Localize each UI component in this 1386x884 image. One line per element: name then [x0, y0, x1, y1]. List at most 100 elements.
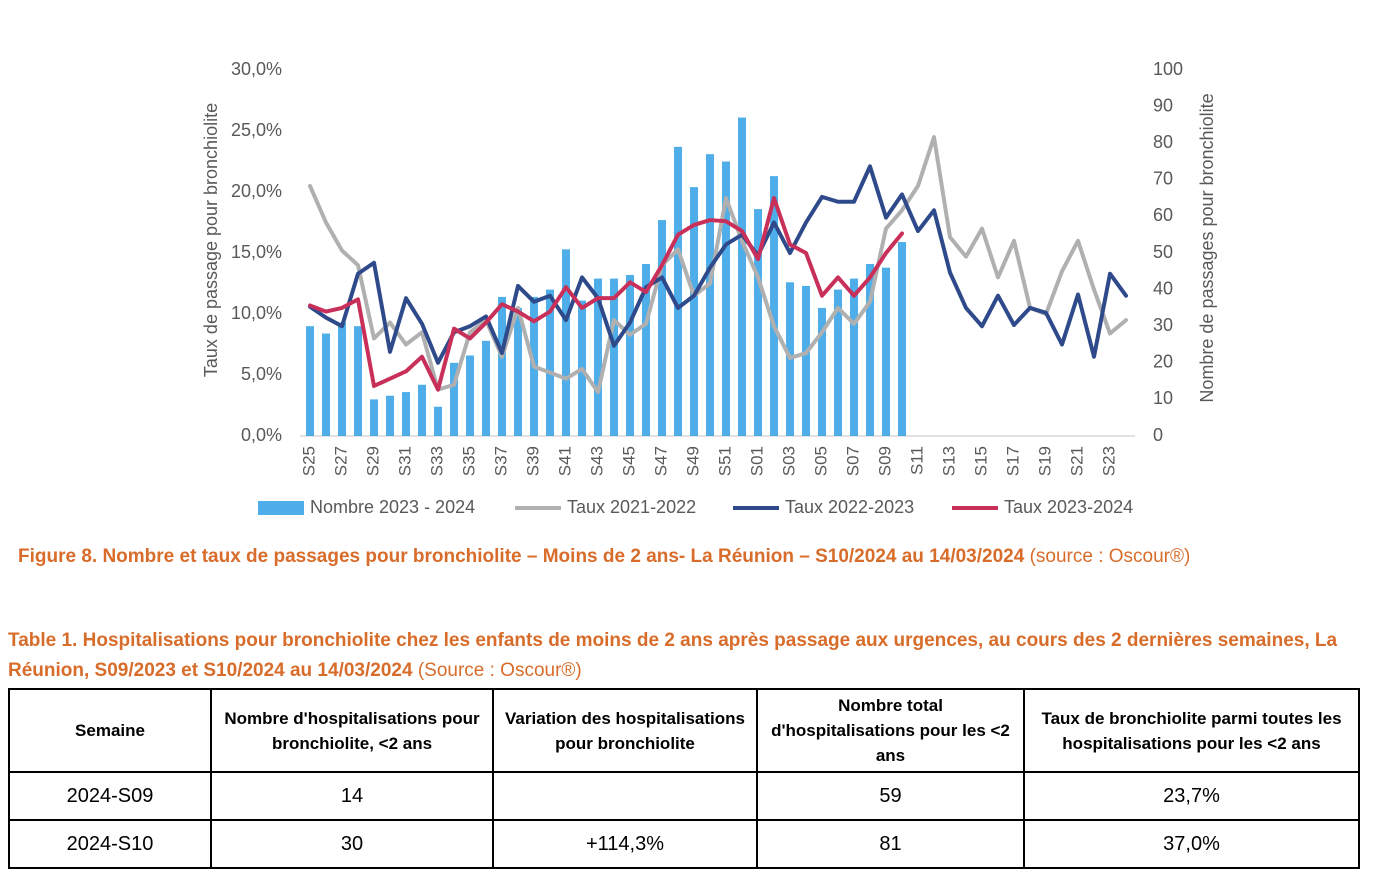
table-cell: +114,3%	[492, 819, 758, 869]
bar	[850, 278, 858, 436]
table-cell	[492, 771, 758, 821]
table-cell: 2024-S10	[8, 819, 212, 869]
y2-tick-label: 30	[1153, 315, 1173, 335]
x-tick-label: S27	[331, 446, 350, 476]
bar	[866, 263, 874, 436]
table-cell: 81	[756, 819, 1025, 869]
table-cell: 30	[210, 819, 494, 869]
x-tick-label: S13	[939, 446, 958, 476]
line	[308, 164, 1128, 365]
bar	[322, 333, 330, 436]
y-tick-label: 20,0%	[231, 181, 282, 201]
bar	[418, 384, 426, 436]
legend-label: Nombre 2023 - 2024	[310, 497, 475, 517]
header-cell: Semaine	[8, 688, 212, 773]
x-tick-label: S15	[971, 446, 990, 476]
legend-swatch	[258, 501, 304, 515]
bar	[610, 278, 618, 436]
line	[308, 196, 904, 392]
bar	[514, 307, 522, 436]
bar	[386, 395, 394, 436]
x-tick-label: S47	[651, 446, 670, 476]
y-axis-label: Taux de passage pour bronchiolite	[201, 103, 221, 377]
legend-label: Taux 2023-2024	[1004, 497, 1133, 517]
bar	[802, 285, 810, 436]
x-tick-label: S25	[299, 446, 318, 476]
bar	[770, 176, 778, 436]
x-tick-label: S09	[875, 446, 894, 476]
y-tick-label: 30,0%	[231, 59, 282, 79]
bar	[722, 161, 730, 436]
header-cell: Nombre total d'hospitalisations pour les…	[756, 688, 1025, 773]
x-tick-label: S31	[395, 446, 414, 476]
chart: Taux de passage pour bronchiolite Nombre…	[201, 59, 1217, 517]
x-tick-label: S43	[587, 446, 606, 476]
x-tick-label: S51	[715, 446, 734, 476]
header-cell: Variation des hospitalisations pour bron…	[492, 688, 758, 773]
caption-title: Figure 8. Nombre et taux de passages pou…	[18, 546, 1025, 567]
data-table: Semaine Nombre d'hospitalisations pour br…	[8, 688, 1360, 869]
bar	[498, 296, 506, 436]
bar	[482, 340, 490, 436]
bar	[898, 242, 906, 436]
x-tick-label: S33	[427, 446, 446, 476]
table-title: Table 1. Hospitalisations pour bronchiol…	[8, 630, 1338, 681]
bar	[674, 146, 682, 437]
y2-tick-label: 60	[1153, 205, 1173, 225]
bar	[658, 220, 666, 436]
bar	[754, 209, 762, 436]
y2-axis-label: Nombre de passages pour bronchiolite	[1197, 93, 1217, 402]
bar	[706, 154, 714, 436]
bar	[690, 187, 698, 436]
table-row: 2024-S10 30 +114,3% 81 37,0%	[8, 819, 1360, 869]
bar	[594, 278, 602, 436]
bar	[306, 326, 314, 436]
y2-tick-label: 50	[1153, 242, 1173, 262]
x-tick-label: S17	[1003, 446, 1022, 476]
table-cell: 2024-S09	[8, 771, 212, 821]
bar	[834, 289, 842, 436]
y-tick-label: 5,0%	[241, 364, 282, 384]
y2-tick-label: 10	[1153, 388, 1173, 408]
bar	[354, 326, 362, 436]
x-tick-label: S11	[907, 446, 926, 475]
bar	[738, 117, 746, 436]
x-tick-label: S45	[619, 446, 638, 476]
x-tick-label: S35	[459, 446, 478, 476]
bar	[338, 322, 346, 436]
table-cell: 14	[210, 771, 494, 821]
y-tick-label: 0,0%	[241, 425, 282, 445]
x-tick-label: S21	[1067, 446, 1086, 476]
x-tick-label: S19	[1035, 446, 1054, 476]
bar	[626, 274, 634, 436]
bar	[402, 392, 410, 436]
y-tick-label: 15,0%	[231, 242, 282, 262]
caption-source: (source : Oscour®)	[1029, 546, 1191, 567]
y2-tick-label: 70	[1153, 169, 1173, 189]
bar	[642, 263, 650, 436]
figure-caption: Figure 8. Nombre et taux de passages pou…	[18, 542, 1378, 572]
x-tick-label: S05	[811, 446, 830, 476]
table-caption: Table 1. Hospitalisations pour bronchiol…	[8, 626, 1368, 686]
header-cell: Nombre d'hospitalisations pour bronchiol…	[210, 688, 494, 773]
y2-tick-label: 40	[1153, 278, 1173, 298]
x-tick-label: S41	[555, 446, 574, 476]
bar	[434, 406, 442, 436]
x-tick-label: S07	[843, 446, 862, 476]
y2-tick-label: 80	[1153, 132, 1173, 152]
bar	[546, 289, 554, 436]
bar	[882, 267, 890, 436]
table-cell: 59	[756, 771, 1025, 821]
x-tick-label: S03	[779, 446, 798, 476]
bar	[562, 249, 570, 436]
y-tick-label: 10,0%	[231, 303, 282, 323]
line	[308, 135, 1128, 395]
y2-tick-label: 20	[1153, 352, 1173, 372]
x-tick-label: S37	[491, 446, 510, 476]
bar	[818, 307, 826, 436]
y2-tick-label: 100	[1153, 59, 1183, 79]
x-tick-label: S01	[747, 446, 766, 476]
x-tick-label: S49	[683, 446, 702, 476]
header-row: Semaine Nombre d'hospitalisations pour br…	[8, 688, 1360, 773]
legend-label: Taux 2022-2023	[785, 497, 914, 517]
